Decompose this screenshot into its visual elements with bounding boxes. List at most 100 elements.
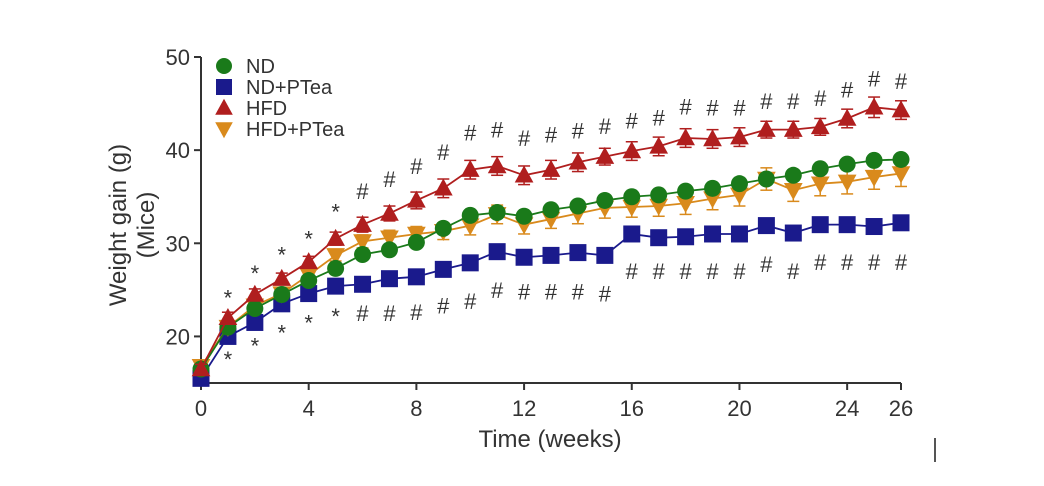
data-point xyxy=(649,198,669,216)
data-point xyxy=(326,228,345,246)
significance-marker: * xyxy=(331,200,340,225)
data-point xyxy=(757,170,775,188)
significance-marker: # xyxy=(410,300,423,325)
series-hfd xyxy=(191,96,911,377)
data-point xyxy=(622,199,642,217)
significance-marker: # xyxy=(383,301,396,326)
x-tick-label: 26 xyxy=(889,396,913,421)
data-point xyxy=(460,159,480,177)
data-point xyxy=(272,268,292,286)
significance-marker: * xyxy=(277,321,286,346)
data-point xyxy=(676,128,695,146)
significance-marker: # xyxy=(895,69,908,94)
data-point xyxy=(704,225,722,243)
data-point xyxy=(487,156,507,174)
data-point xyxy=(542,201,560,219)
data-point xyxy=(623,225,641,243)
significance-marker: * xyxy=(331,304,340,329)
legend-label: HFD xyxy=(246,98,287,120)
data-point xyxy=(380,241,398,259)
significance-marker: * xyxy=(277,242,286,267)
series-nd xyxy=(192,150,910,378)
significance-marker: # xyxy=(679,94,692,119)
data-point xyxy=(568,152,588,170)
legend-marker xyxy=(216,58,232,74)
data-point xyxy=(676,196,695,214)
data-point xyxy=(730,225,748,243)
data-point xyxy=(811,216,829,234)
significance-marker: # xyxy=(518,280,531,305)
data-point xyxy=(730,187,749,205)
significance-marker: * xyxy=(224,347,233,372)
data-point xyxy=(703,191,722,209)
legend-label: ND+PTea xyxy=(246,77,333,99)
data-point xyxy=(515,207,533,225)
data-point xyxy=(730,175,748,193)
significance-marker: # xyxy=(464,120,477,145)
significance-marker: # xyxy=(491,278,504,303)
data-point xyxy=(246,299,264,317)
data-point xyxy=(434,219,452,237)
data-point xyxy=(380,203,399,221)
data-point xyxy=(354,245,372,263)
data-point xyxy=(864,97,884,115)
data-point xyxy=(380,230,399,248)
significance-marker: # xyxy=(545,280,558,305)
data-point xyxy=(433,178,453,196)
data-point xyxy=(622,141,642,159)
data-point xyxy=(623,188,641,206)
significance-marker: # xyxy=(868,250,881,275)
data-point xyxy=(703,129,722,147)
data-point xyxy=(326,248,345,266)
significance-marker: # xyxy=(868,66,881,91)
data-point xyxy=(245,284,265,302)
data-point xyxy=(650,229,668,247)
data-point xyxy=(783,182,803,200)
data-point xyxy=(273,286,291,304)
legend-marker xyxy=(215,122,233,139)
significance-marker: # xyxy=(787,259,800,284)
significance-marker: # xyxy=(787,89,800,114)
significance-marker: # xyxy=(437,294,450,319)
significance-marker: # xyxy=(491,118,504,143)
data-point xyxy=(837,108,857,126)
data-point xyxy=(891,100,911,118)
significance-marker: * xyxy=(304,227,313,252)
significance-marker: # xyxy=(733,95,746,120)
data-point xyxy=(837,174,857,192)
data-point xyxy=(784,166,802,184)
significance-marker: * xyxy=(251,334,260,359)
data-point xyxy=(677,182,695,200)
significance-marker: # xyxy=(626,259,639,284)
data-point xyxy=(595,146,615,164)
x-tick-label: 24 xyxy=(835,396,859,421)
data-point xyxy=(569,244,587,262)
data-point xyxy=(353,234,372,252)
significance-marker: # xyxy=(814,86,827,111)
data-point xyxy=(596,246,614,264)
data-point xyxy=(838,216,856,234)
data-point xyxy=(461,254,479,272)
significance-marker: # xyxy=(706,259,719,284)
data-point xyxy=(892,214,910,232)
significance-marker: # xyxy=(464,289,477,314)
significance-marker: # xyxy=(518,126,531,151)
data-point xyxy=(515,248,533,266)
data-point xyxy=(569,197,587,215)
data-point xyxy=(327,259,345,277)
legend-label: HFD+PTea xyxy=(246,119,345,141)
corner-mark xyxy=(934,438,936,462)
data-point xyxy=(488,243,506,261)
significance-marker: # xyxy=(733,259,746,284)
significance-marker: # xyxy=(760,89,773,114)
significance-marker: * xyxy=(251,261,260,286)
x-tick-label: 0 xyxy=(195,396,207,421)
data-point xyxy=(838,155,856,173)
legend-marker xyxy=(215,98,233,115)
significance-marker: # xyxy=(841,250,854,275)
data-point xyxy=(810,117,830,135)
data-point xyxy=(757,217,775,235)
legend-marker xyxy=(216,79,232,95)
y-axis-title: Weight gain (g) xyxy=(105,144,132,306)
